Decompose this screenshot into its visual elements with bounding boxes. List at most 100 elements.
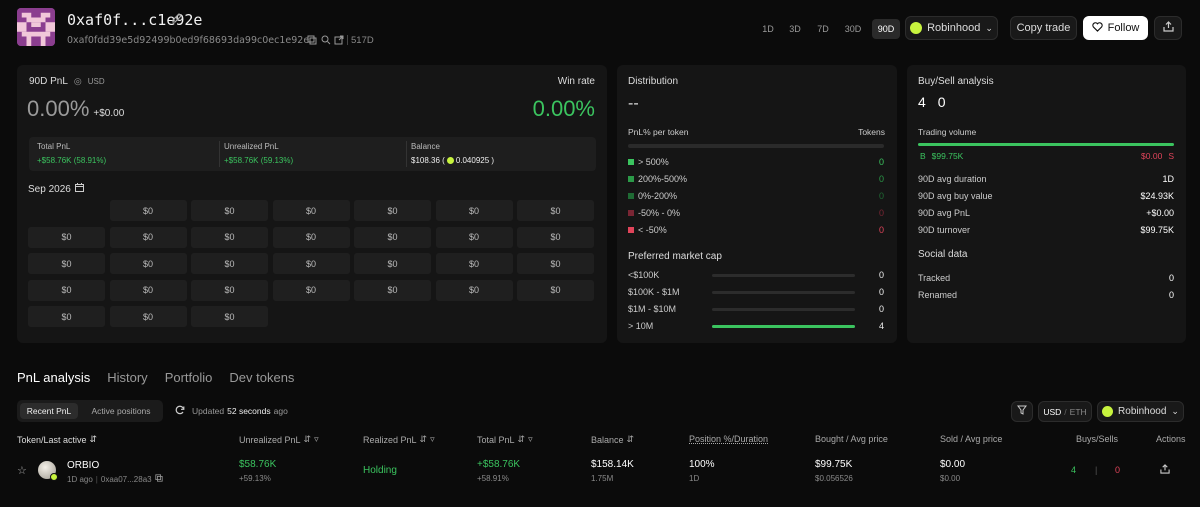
sold-avg: $0.00 [940, 474, 961, 483]
tab-portfolio[interactable]: Portfolio [164, 370, 213, 385]
calendar-day-cell[interactable]: $0 [109, 226, 187, 248]
calendar-day-cell[interactable]: $0 [517, 226, 594, 248]
calendar-day-cell[interactable]: $0 [191, 279, 268, 301]
external-link-icon[interactable] [334, 35, 344, 48]
timeframe-30d[interactable]: 30D [844, 24, 862, 34]
calendar-day-cell[interactable]: $0 [272, 226, 350, 248]
header-realized[interactable]: Realized PnL ⇵ ▿ [363, 434, 435, 445]
calendar-day-cell[interactable]: $0 [28, 226, 105, 248]
calendar-day-cell[interactable]: $0 [272, 253, 350, 274]
calendar-day-cell[interactable]: $0 [109, 253, 187, 274]
calendar-day-cell[interactable]: $0 [28, 306, 105, 327]
sells-value: 0 [1115, 465, 1121, 475]
currency-icon: ◎ [73, 76, 82, 86]
currency-usd[interactable]: USD [1043, 406, 1062, 417]
calendar-day-cell[interactable]: $0 [191, 200, 268, 221]
position-duration: 1D [689, 474, 700, 483]
calendar-day-cell[interactable]: $0 [435, 279, 513, 301]
buys-count: 4 [918, 94, 926, 110]
share-button[interactable] [1154, 16, 1182, 40]
distribution-value: -- [628, 95, 639, 112]
subtab-active-positions[interactable]: Active positions [91, 406, 151, 416]
heart-icon [1091, 21, 1103, 35]
distribution-row-label: -50% - 0% [638, 208, 681, 218]
calendar-day-cell[interactable]: $0 [354, 226, 431, 248]
mcap-row-count: 0 [878, 287, 884, 297]
platform-select[interactable]: Robinhood ⌄ [905, 16, 998, 40]
currency-toggle[interactable]: USD / ETH [1038, 401, 1092, 422]
divider [347, 35, 348, 45]
header-balance-label: Balance [591, 434, 624, 445]
calendar-day-cell[interactable]: $0 [517, 279, 594, 301]
header-bought[interactable]: Bought / Avg price [815, 434, 888, 444]
mcap-row-label: $1M - $10M [628, 304, 677, 314]
header-balance[interactable]: Balance ⇵ [591, 434, 634, 445]
robinhood-icon [1102, 406, 1114, 417]
timeframe-1d[interactable]: 1D [762, 24, 774, 34]
tab-history[interactable]: History [107, 370, 148, 385]
search-icon[interactable] [321, 35, 331, 48]
calendar-day-cell[interactable]: $0 [435, 200, 513, 221]
calendar-day-cell[interactable]: $0 [28, 253, 105, 274]
calendar-day-cell[interactable]: $0 [272, 200, 350, 221]
distribution-row-label: 0%-200% [638, 191, 678, 201]
calendar-day-cell[interactable]: $0 [354, 200, 431, 221]
calendar-day-cell[interactable]: $0 [191, 306, 268, 327]
distribution-col-right: Tokens [858, 127, 885, 137]
timeframe-90d[interactable]: 90D [872, 19, 900, 39]
calendar-day-cell[interactable]: $0 [354, 253, 431, 274]
header-total-label: Total PnL [477, 434, 515, 445]
wallet-name: 0xaf0f...c1e92e [67, 11, 203, 29]
follow-button[interactable]: Follow [1083, 16, 1148, 40]
token-name[interactable]: ORBIO [67, 460, 100, 471]
header-unrealized[interactable]: Unrealized PnL ⇵ ▿ [239, 434, 319, 445]
legend-swatch [628, 176, 634, 182]
table-row[interactable]: ☆ ORBIO 1D ago | 0xaa07...28a3 $58.76K +… [0, 452, 1200, 492]
social-label: Renamed [918, 290, 958, 300]
copy-trade-button[interactable]: Copy trade [1010, 16, 1077, 40]
buy-prefix: B [920, 151, 926, 161]
sort-icon: ⇵ [303, 434, 312, 444]
copy-icon[interactable] [307, 35, 317, 48]
distribution-row: -50% - 0% [628, 208, 680, 218]
copy-icon[interactable] [154, 474, 163, 484]
tab-pnl-analysis[interactable]: PnL analysis [17, 370, 91, 385]
refresh-icon[interactable] [175, 405, 185, 417]
filter-icon: ▿ [314, 434, 319, 444]
bought-value: $99.75K [815, 459, 853, 470]
tab-dev-tokens[interactable]: Dev tokens [229, 370, 295, 385]
calendar-day-cell[interactable]: $0 [435, 226, 513, 248]
timeframe-7d[interactable]: 7D [817, 24, 829, 34]
header-total[interactable]: Total PnL ⇵ ▿ [477, 434, 533, 445]
mcap-row-count: 0 [878, 304, 884, 314]
calendar-day-cell[interactable]: $0 [191, 253, 268, 274]
calendar-icon[interactable] [74, 183, 84, 195]
star-icon[interactable]: ☆ [17, 465, 27, 477]
calendar-day-cell[interactable]: $0 [435, 253, 513, 274]
calendar-day-cell[interactable]: $0 [109, 200, 187, 221]
timeframe-3d[interactable]: 3D [789, 24, 801, 34]
pnl-currency: USD [87, 77, 105, 86]
calendar-day-cell[interactable]: $0 [517, 200, 594, 221]
currency-eth[interactable]: ETH [1069, 406, 1087, 417]
calendar-day-cell[interactable]: $0 [354, 279, 431, 301]
edit-icon[interactable] [172, 13, 182, 23]
filter-clear-button[interactable] [1011, 401, 1033, 422]
token-address: 0xaa07...28a3 [100, 474, 152, 484]
distribution-row-count: 0 [878, 225, 884, 235]
avatar[interactable] [17, 8, 55, 46]
header-sold[interactable]: Sold / Avg price [940, 434, 1002, 444]
header-position[interactable]: Position %/Duration [689, 434, 768, 444]
calendar-day-cell[interactable]: $0 [109, 279, 187, 301]
header-token[interactable]: Token/Last active ⇵ [17, 434, 97, 445]
subtab-recent-pnl[interactable]: Recent PnL [20, 403, 78, 419]
calendar-day-cell[interactable]: $0 [272, 279, 350, 301]
calendar-day-cell[interactable]: $0 [191, 226, 268, 248]
calendar-day-cell[interactable]: $0 [109, 306, 187, 327]
calendar-day-cell[interactable]: $0 [28, 279, 105, 301]
calendar-day-cell[interactable]: $0 [517, 253, 594, 274]
platform-select-table[interactable]: Robinhood ⌄ [1097, 401, 1184, 422]
distribution-card: Distribution -- PnL% per token Tokens > … [617, 65, 897, 343]
share-icon[interactable] [1160, 464, 1170, 477]
updated-prefix: Updated [192, 406, 225, 416]
